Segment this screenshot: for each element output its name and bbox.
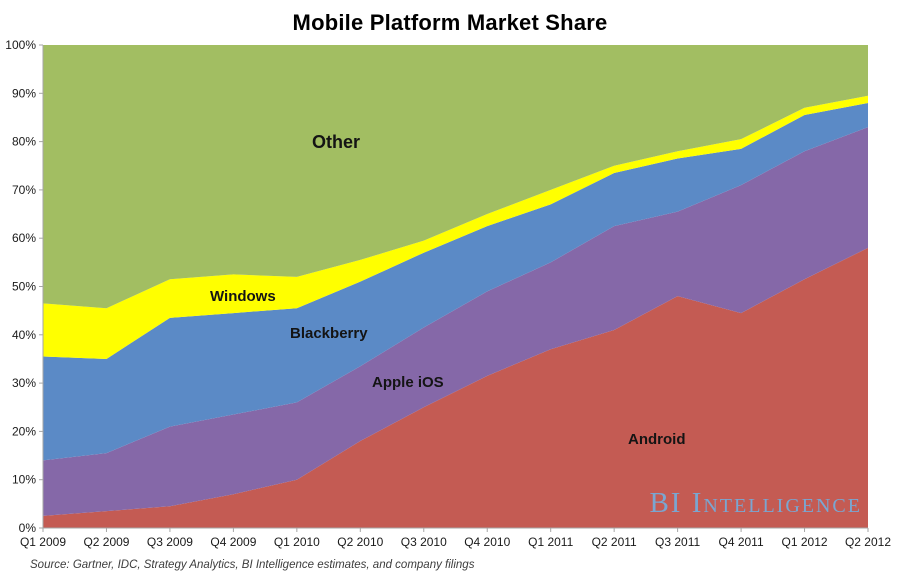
area-label-windows: Windows [210,288,276,305]
y-tick-label: 50% [12,280,36,294]
x-tick-label: Q1 2010 [274,535,320,549]
x-tick-label: Q1 2011 [528,535,573,549]
y-tick-label: 0% [19,521,37,535]
x-tick-label: Q1 2012 [782,535,828,549]
x-tick-label: Q2 2010 [337,535,383,549]
area-label-other: Other [312,132,361,152]
y-tick-label: 60% [12,231,36,245]
source-note: Source: Gartner, IDC, Strategy Analytics… [30,559,475,571]
y-tick-label: 40% [12,328,36,342]
y-tick-label: 70% [12,183,36,197]
area-series-android [43,247,868,529]
y-tick-label: 80% [12,135,36,149]
x-tick-label: Q4 2010 [464,535,510,549]
area-series-blackberry [43,102,868,461]
x-tick-label: Q4 2009 [210,535,256,549]
chart-title: Mobile Platform Market Share [292,10,608,35]
x-tick-label: Q1 2009 [20,535,66,549]
x-tick-label: Q4 2011 [718,535,763,549]
x-tick-label: Q3 2011 [655,535,700,549]
x-tick-label: Q3 2010 [401,535,447,549]
area-series-other [43,45,868,309]
y-tick-label: 30% [12,376,36,390]
area-label-android: Android [628,431,686,448]
x-tick-label: Q2 2012 [845,535,891,549]
y-tick-label: 20% [12,424,36,438]
y-tick-label: 10% [12,473,36,487]
y-tick-label: 100% [5,38,36,52]
y-tick-label: 90% [12,86,36,100]
area-label-apple-ios: Apple iOS [372,374,444,391]
x-tick-label: Q2 2009 [83,535,129,549]
area-series-apple-ios [43,127,868,516]
area-label-blackberry: Blackberry [290,325,368,342]
x-tick-label: Q2 2011 [592,535,637,549]
bi-intelligence-watermark: BI Intelligence [649,487,862,519]
x-tick-label: Q3 2009 [147,535,193,549]
